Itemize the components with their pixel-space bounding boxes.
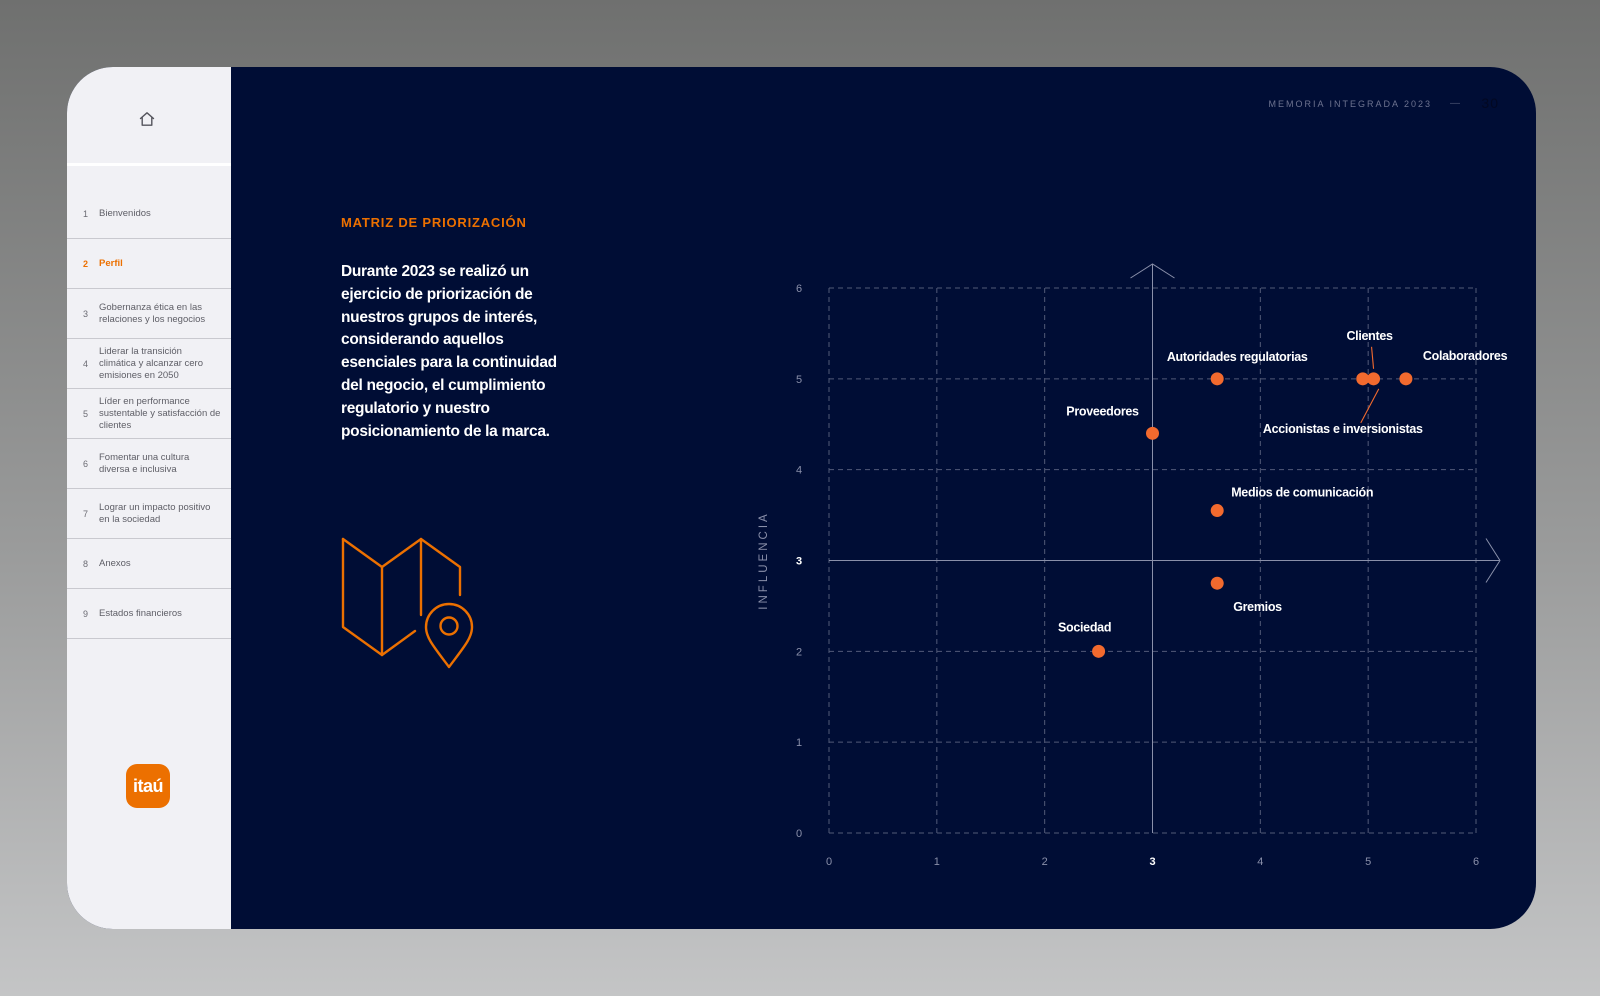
x-axis-arrow [1485,538,1501,583]
sidebar-item[interactable]: 1 Bienvenidos [67,189,231,239]
sidebar-item-label: Anexos [99,557,131,569]
data-point [1399,372,1413,386]
x-tick-label: 6 [1473,856,1479,867]
point-label: Colaboradores [1423,349,1508,363]
sidebar-item[interactable]: 7 Lograr un impacto positivo en la socied… [67,489,231,539]
home-icon[interactable] [138,110,156,128]
sidebar-item[interactable]: 3 Gobernanza ética en las relaciones y lo… [67,289,231,339]
sidebar-item-number: 4 [83,358,89,369]
data-point [1356,372,1370,386]
sidebar-item[interactable]: 5 Líder en performance sustentable y sati… [67,389,231,439]
y-tick-label: 6 [796,283,802,295]
x-tick-label: 0 [826,856,832,867]
sidebar-item-number: 5 [83,408,89,419]
sidebar-item-number: 1 [83,208,89,219]
itau-logo[interactable]: itaú [126,764,170,808]
sidebar-item[interactable]: 6 Fomentar una cultura diversa e inclusiv… [67,439,231,489]
point-label: Gremios [1233,600,1282,614]
report-title: MEMORIA INTEGRADA 2023 [1268,99,1432,109]
point-label: Accionistas e inversionistas [1263,422,1423,436]
x-tick-label: 1 [934,856,940,867]
header-separator: — [1450,98,1460,109]
x-tick-label: 5 [1365,856,1371,867]
y-tick-label: 3 [796,556,802,568]
sidebar-item-number: 3 [83,308,89,319]
sidebar-item-number: 9 [83,608,89,619]
leader-line [1360,388,1380,424]
x-tick-label: 4 [1257,856,1263,867]
section-description: Durante 2023 se realizó un ejercicio de … [341,263,557,440]
priority-matrix-chart: 01234560123456INTERÉSINFLUENCIA Sociedad… [758,263,1508,867]
y-tick-label: 2 [796,646,802,658]
sidebar-item-number: 7 [83,508,89,519]
x-tick-label: 2 [1042,856,1048,867]
sidebar-item-number: 8 [83,558,89,569]
home-area [67,67,231,166]
sidebar-item[interactable]: 8 Anexos [67,539,231,589]
point-label: Clientes [1346,329,1393,343]
sidebar-item-label: Lograr un impacto positivo en la socieda… [99,501,211,525]
sidebar-item-label: Bienvenidos [99,207,151,219]
sidebar-item[interactable]: 9 Estados financieros [67,589,231,639]
y-tick-label: 5 [796,374,802,386]
sidebar-item[interactable]: 2 Perfil [67,239,231,289]
sidebar-item-number: 2 [83,258,89,269]
y-tick-label: 4 [796,465,802,477]
sidebar-item[interactable]: 4 Liderar la transición climática y alcan… [67,339,231,389]
sidebar: 1 Bienvenidos 2 Perfil 3 Gobernanza ética en … [67,67,231,929]
sidebar-item-label: Estados financieros [99,607,182,619]
sidebar-item-label: Perfil [99,257,123,269]
report-page: 1 Bienvenidos 2 Perfil 3 Gobernanza ética en … [67,67,1536,929]
y-axis-title: INFLUENCIA [758,511,770,609]
sidebar-item-label: Gobernanza ética en las relaciones y los… [99,301,206,325]
leader-line [1371,346,1375,369]
sidebar-item-number: 6 [83,458,89,469]
sidebar-item-label: Fomentar una cultura diversa e inclusiva [99,451,190,475]
point-label: Medios de comunicación [1231,486,1373,500]
section-title: MATRIZ DE PRIORIZACIÓN [341,215,527,230]
x-tick-label: 3 [1149,856,1155,867]
y-axis-arrow [1130,263,1175,279]
page-number: 30 [1481,95,1499,111]
point-label: Proveedores [1066,404,1139,418]
data-point [1092,644,1106,658]
y-tick-label: 0 [796,828,802,840]
point-label: Sociedad [1058,620,1111,634]
sidebar-item-label: Líder en performance sustentable y satis… [99,395,221,431]
data-point [1210,576,1224,590]
map-location-icon [341,537,474,669]
point-label: Autoridades regulatorias [1167,350,1308,364]
data-point [1146,426,1159,440]
sidebar-item-label: Liderar la transición climática y alcanz… [99,345,204,381]
data-point [1367,372,1381,386]
section-nav: 1 Bienvenidos 2 Perfil 3 Gobernanza ética en … [67,189,231,639]
y-tick-label: 1 [796,737,802,749]
data-point [1210,372,1224,386]
data-point [1210,504,1224,518]
